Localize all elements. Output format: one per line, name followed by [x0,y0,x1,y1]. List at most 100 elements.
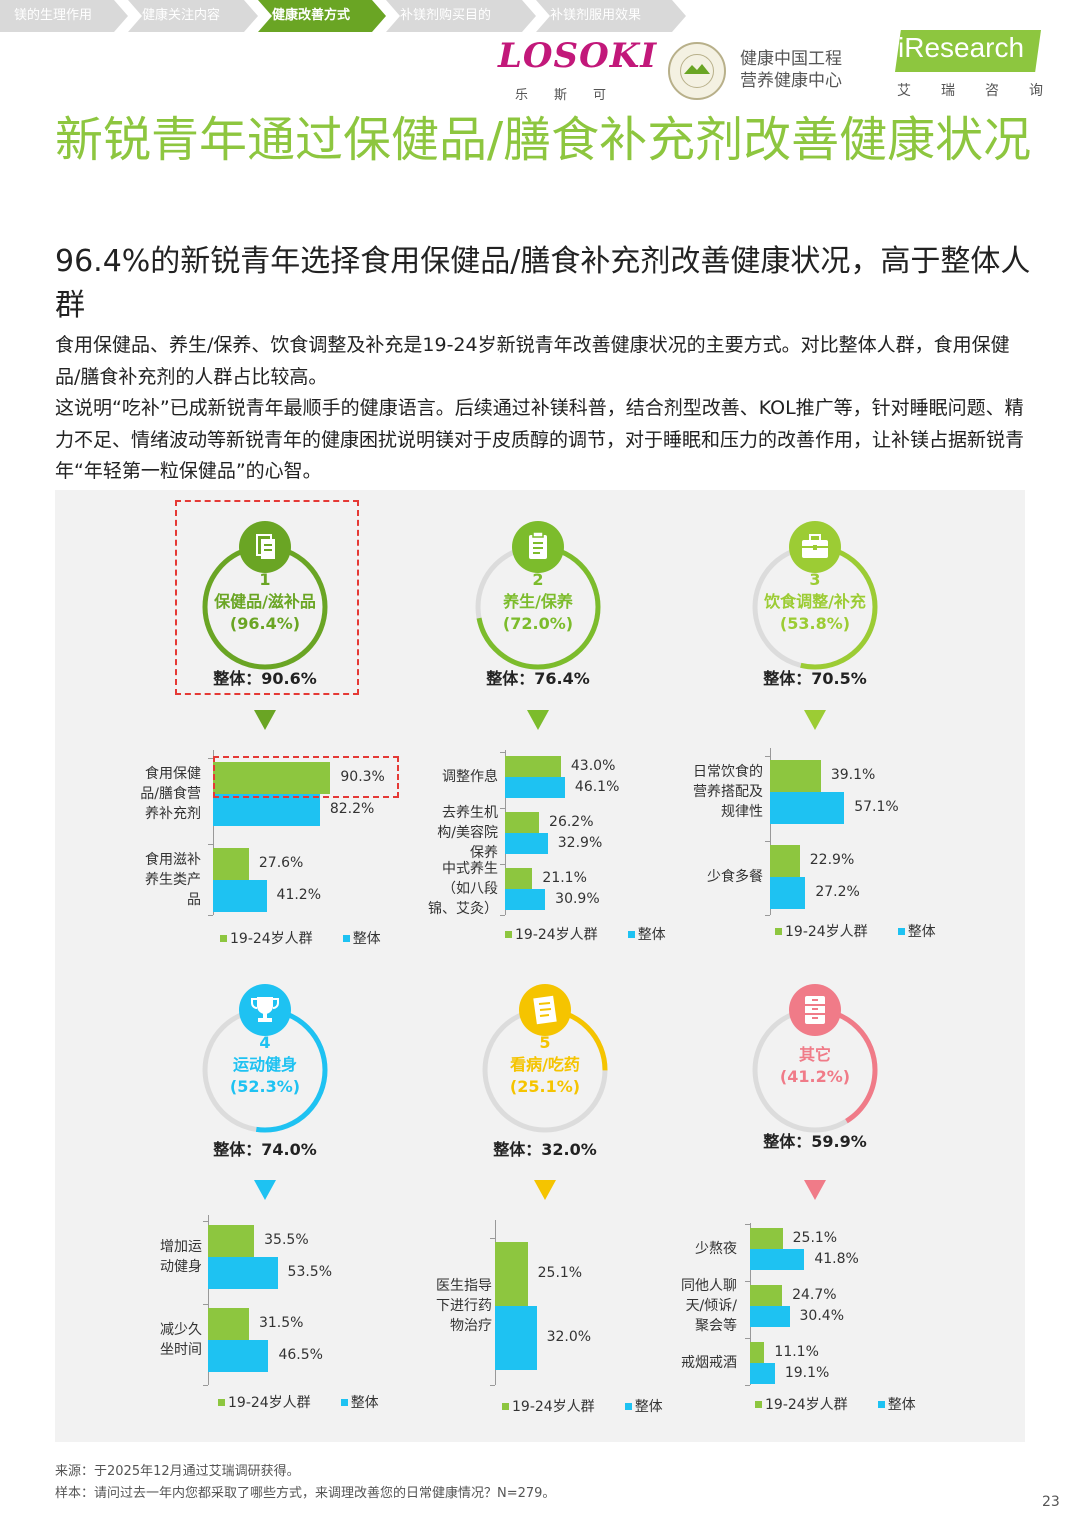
bar-young-value: 22.9% [809,852,855,868]
bar-young [213,762,331,794]
overall-percent-label: 整体：74.0% [213,1140,317,1159]
axis-tick [765,915,770,916]
iresearch-logo-subtitle: 艾瑞咨询 [897,83,1073,99]
ring-label: 1 保健品/滋补品 (96.4%) [165,569,365,635]
chart-legend: 19-24岁人群 整体 [218,1392,379,1412]
bar-overall [213,794,320,826]
category-label-line: 减少久 [160,1322,202,1338]
bar-overall [208,1340,269,1372]
legend-swatch-young [220,934,227,942]
method-name: 保健品/滋补品 [214,592,316,611]
legend-label-young: 19-24岁人群 [515,927,598,943]
bar-young-value: 25.1% [537,1265,583,1281]
chart-legend: 19-24岁人群 整体 [775,921,936,941]
axis-tick [745,1224,750,1225]
bar-chart-axis [208,1215,209,1385]
bar-overall [208,1257,278,1289]
category-label-line: 医生指导 [436,1278,492,1294]
category-label: 中式养生 （如八段 锦、艾灸） [388,859,498,919]
trophy-icon [251,997,279,1022]
axis-tick [500,808,505,809]
bar-young-value: 90.3% [340,769,385,785]
bar-overall-value: 53.5% [287,1264,333,1280]
category-label-line: 同他人聊 [681,1278,737,1294]
category-label-line: 聚会等 [695,1318,737,1334]
category-label-line: 去养生机 [442,805,498,821]
down-arrow-icon [527,710,549,730]
category-label-line: 少食多餐 [707,869,763,885]
category-label-line: 物治疗 [450,1318,492,1334]
nav-tab-mg-physiology[interactable]: 镁的生理作用 [0,0,128,32]
category-label: 日常饮食的 营养搭配及 规律性 [653,762,763,822]
bar-young [770,760,821,792]
axis-tick [745,1281,750,1282]
bar-young-value: 35.5% [264,1232,309,1248]
method-percent: (53.8%) [779,614,851,633]
rank-number: 4 [259,1033,271,1052]
bar-overall [750,1306,790,1327]
cabinet-icon [805,996,825,1024]
ring-label: 3 饮食调整/补充 (53.8%) [715,569,915,635]
axis-tick [490,1385,495,1386]
legend-label-young: 19-24岁人群 [228,1395,311,1411]
rank-number: 1 [259,570,271,589]
body-paragraph-1: 食用保健品、养生/保养、饮食调整及补充是19-24岁新锐青年改善健康状况的主要方… [55,334,1010,388]
nav-tab-health-focus[interactable]: 健康关注内容 [128,0,258,32]
method-percent: (96.4%) [229,614,301,633]
nav-tab-usage-effect[interactable]: 补镁剂服用效果 [536,0,686,32]
category-label-line: 中式养生 [442,861,498,877]
bar-overall-value: 46.1% [574,778,620,795]
chart-legend: 19-24岁人群 整体 [755,1394,916,1414]
nav-tab-health-improvement[interactable]: 健康改善方式 [258,0,386,32]
bar-young [505,868,533,889]
category-label-line: 构/美容院 [437,825,498,841]
category-label-line: 规律性 [721,804,763,820]
legend-label-young: 19-24岁人群 [512,1399,595,1415]
category-label: 医生指导下进行药物治疗 [382,1276,492,1336]
axis-tick [208,758,213,759]
bar-overall [505,889,546,910]
body-text: 食用保健品、养生/保养、饮食调整及补充是19-24岁新锐青年改善健康状况的主要方… [55,330,1030,488]
category-label: 戒烟戒酒 [627,1353,737,1373]
axis-tick [490,1238,495,1239]
chart-legend: 19-24岁人群 整体 [502,1396,663,1416]
bar-overall [750,1249,805,1270]
legend-swatch-overall [342,934,350,942]
category-label: 少食多餐 [653,867,763,887]
bar-young-value: 43.0% [570,757,616,774]
bar-overall-value: 27.2% [815,884,860,900]
legend-swatch-overall [897,927,905,935]
category-label-line: 增加运 [160,1239,202,1255]
overall-percent-label: 整体：59.9% [763,1132,867,1151]
category-label-line: 食用滋补 [145,852,201,868]
source-footnote: 来源：于2025年12月通过艾瑞调研获得。 [55,1464,300,1479]
sample-footnote: 样本：请问过去一年内您都采取了哪些方式，来调理改善您的日常健康情况？N=279。 [55,1486,556,1501]
down-arrow-icon [254,710,276,730]
method-name: 看病/吃药 [510,1055,580,1074]
legend-label-young: 19-24岁人群 [785,924,868,940]
ring-label: 4 运动健身 (52.3%) [165,1032,365,1098]
bar-overall-value: 30.4% [799,1307,844,1324]
category-label-line: 品/膳食营 [140,786,201,802]
bar-overall-value: 82.2% [329,801,375,817]
iresearch-logo-text: iResearch [898,32,1025,63]
page-title: 新锐青年通过保健品/膳食补充剂改善健康状况 [55,112,1032,168]
highlight-box-top-value [213,756,399,798]
legend-label-young: 19-24岁人群 [230,931,313,947]
category-label-line: 营养搭配及 [693,784,763,800]
bar-young [750,1342,765,1363]
category-label-line: 动健身 [160,1259,202,1275]
category-label: 减少久 坐时间 [92,1320,202,1360]
nav-tab-purchase-purpose[interactable]: 补镁剂购买目的 [386,0,536,32]
category-label-line: 调整作息 [442,769,498,785]
category-label-line: 下进行药 [436,1298,492,1314]
bar-overall-value: 41.8% [814,1250,859,1267]
bar-young [213,848,249,880]
axis-tick [203,1385,208,1386]
axis-tick [203,1221,208,1222]
highlight-box-top-method [175,500,359,695]
icon-badge [239,984,291,1036]
health-center-seal-icon [668,42,726,100]
method-name: 饮食调整/补充 [764,592,866,611]
legend-label-overall: 整体 [350,1395,379,1411]
